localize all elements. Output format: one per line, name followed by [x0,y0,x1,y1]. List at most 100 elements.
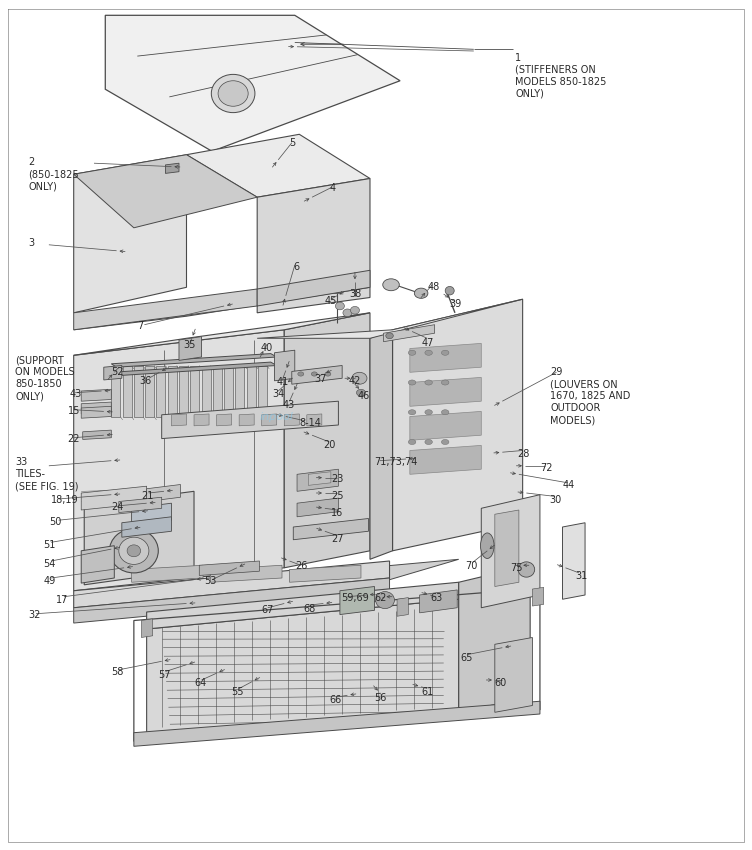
Polygon shape [459,565,530,712]
Text: 58: 58 [111,667,123,677]
Polygon shape [84,491,194,585]
Polygon shape [74,578,390,623]
Ellipse shape [325,372,331,377]
Ellipse shape [356,389,365,396]
Polygon shape [290,565,361,582]
Polygon shape [74,313,370,355]
Polygon shape [156,366,165,416]
Polygon shape [145,366,154,416]
Text: 4: 4 [329,183,335,193]
Polygon shape [111,354,277,367]
Text: 26: 26 [295,561,307,571]
Ellipse shape [408,380,416,385]
Polygon shape [104,366,122,380]
Text: 36: 36 [139,376,151,386]
Polygon shape [247,366,256,416]
Text: 31: 31 [575,571,587,581]
Ellipse shape [383,279,399,291]
Ellipse shape [441,439,449,445]
Polygon shape [224,366,233,416]
Text: 6: 6 [293,262,299,272]
Text: (SUPPORT
ON MODELS
850-1850
ONLY): (SUPPORT ON MODELS 850-1850 ONLY) [15,355,74,401]
Text: 72: 72 [540,463,553,473]
Polygon shape [81,546,114,583]
Polygon shape [297,469,338,491]
Polygon shape [179,366,188,416]
Text: 32: 32 [29,610,41,620]
Text: 50: 50 [49,517,61,527]
Text: 24: 24 [111,502,123,512]
Text: 44: 44 [562,480,575,490]
Text: 5: 5 [290,138,296,148]
Text: 38: 38 [350,289,362,299]
Text: 57: 57 [158,670,171,680]
Polygon shape [410,445,481,474]
Text: 59,69: 59,69 [341,593,369,604]
Polygon shape [123,366,132,416]
Polygon shape [297,498,338,517]
Text: 21: 21 [141,491,153,501]
Text: 48: 48 [427,282,439,292]
Text: 63: 63 [430,593,442,604]
Polygon shape [410,343,481,372]
Ellipse shape [110,529,158,573]
Text: 17: 17 [56,595,68,605]
Ellipse shape [350,307,359,314]
Polygon shape [179,337,202,360]
Text: 68: 68 [303,604,315,614]
Text: 18,19: 18,19 [51,495,79,505]
Text: 65: 65 [460,653,472,663]
Ellipse shape [127,545,141,557]
Polygon shape [293,518,368,540]
Polygon shape [74,155,186,313]
Ellipse shape [425,350,432,355]
Text: 66: 66 [329,695,341,706]
Text: 70: 70 [465,561,477,571]
Ellipse shape [335,303,344,310]
Polygon shape [134,366,143,416]
Polygon shape [165,163,179,173]
Ellipse shape [408,410,416,415]
Polygon shape [171,414,186,426]
Polygon shape [257,270,370,306]
Polygon shape [81,486,147,510]
Text: 7: 7 [137,321,143,332]
Text: 3: 3 [29,238,35,248]
Text: 46: 46 [357,391,369,401]
Text: 20: 20 [323,440,335,450]
Polygon shape [134,701,540,746]
Ellipse shape [311,372,317,377]
Ellipse shape [481,533,494,558]
Ellipse shape [218,81,248,106]
Ellipse shape [425,410,432,415]
Ellipse shape [425,380,432,385]
Ellipse shape [352,372,367,384]
Polygon shape [292,366,342,384]
Text: inpool: inpool [259,411,294,422]
Polygon shape [532,587,544,606]
Text: 49: 49 [44,576,56,586]
Polygon shape [194,414,209,426]
Polygon shape [211,565,282,582]
Text: 47: 47 [421,338,433,348]
Polygon shape [217,414,232,426]
Text: 35: 35 [183,340,196,350]
Polygon shape [190,366,199,416]
Text: 53: 53 [205,576,217,586]
Polygon shape [274,350,295,381]
Text: 22: 22 [68,434,80,444]
Text: 56: 56 [374,693,387,703]
Ellipse shape [298,372,304,377]
Polygon shape [81,389,111,401]
Ellipse shape [343,309,352,317]
Polygon shape [284,313,370,568]
Polygon shape [111,366,120,416]
Text: 8-14: 8-14 [299,418,321,428]
Ellipse shape [408,350,416,355]
Ellipse shape [211,75,255,113]
Polygon shape [397,598,408,616]
Ellipse shape [441,410,449,415]
Polygon shape [239,414,254,426]
Text: 52: 52 [111,367,124,377]
Polygon shape [141,619,153,638]
